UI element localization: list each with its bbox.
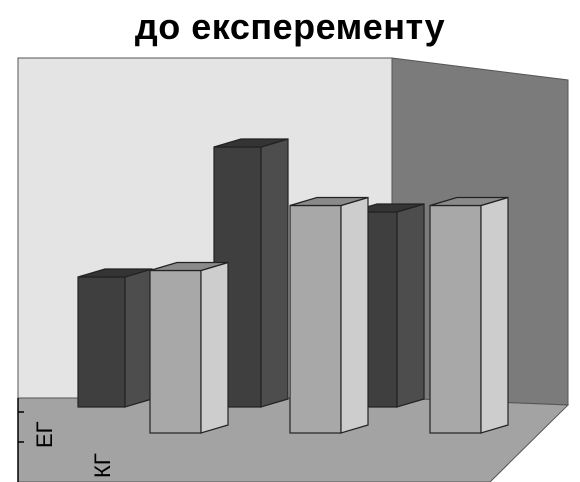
bar-series1-cat1 bbox=[77, 268, 153, 408]
depth-tick-label: ЕГ bbox=[32, 421, 57, 448]
bar-series2-cat1 bbox=[149, 261, 229, 434]
chart-title: до експеременту bbox=[134, 6, 446, 47]
depth-axis-ticks: ЕГ КГ bbox=[18, 411, 115, 478]
bar-series2-cat3 bbox=[429, 196, 509, 434]
chart-bars bbox=[77, 138, 509, 434]
depth-tick-label: КГ bbox=[90, 453, 115, 478]
bar-series2-cat2 bbox=[289, 196, 369, 434]
